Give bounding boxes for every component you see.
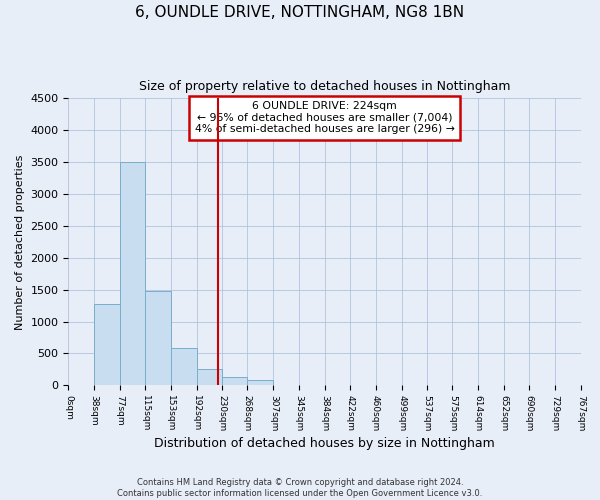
Bar bbox=[94, 304, 120, 386]
Bar bbox=[170, 348, 197, 386]
Bar bbox=[247, 380, 274, 386]
Bar bbox=[120, 162, 145, 386]
Title: Size of property relative to detached houses in Nottingham: Size of property relative to detached ho… bbox=[139, 80, 510, 93]
Y-axis label: Number of detached properties: Number of detached properties bbox=[15, 154, 25, 330]
Text: 6, OUNDLE DRIVE, NOTTINGHAM, NG8 1BN: 6, OUNDLE DRIVE, NOTTINGHAM, NG8 1BN bbox=[136, 5, 464, 20]
Text: Contains HM Land Registry data © Crown copyright and database right 2024.
Contai: Contains HM Land Registry data © Crown c… bbox=[118, 478, 482, 498]
Bar bbox=[197, 370, 222, 386]
Bar bbox=[145, 291, 170, 386]
Text: 6 OUNDLE DRIVE: 224sqm
← 96% of detached houses are smaller (7,004)
4% of semi-d: 6 OUNDLE DRIVE: 224sqm ← 96% of detached… bbox=[194, 101, 454, 134]
X-axis label: Distribution of detached houses by size in Nottingham: Distribution of detached houses by size … bbox=[154, 437, 495, 450]
Bar bbox=[222, 377, 247, 386]
